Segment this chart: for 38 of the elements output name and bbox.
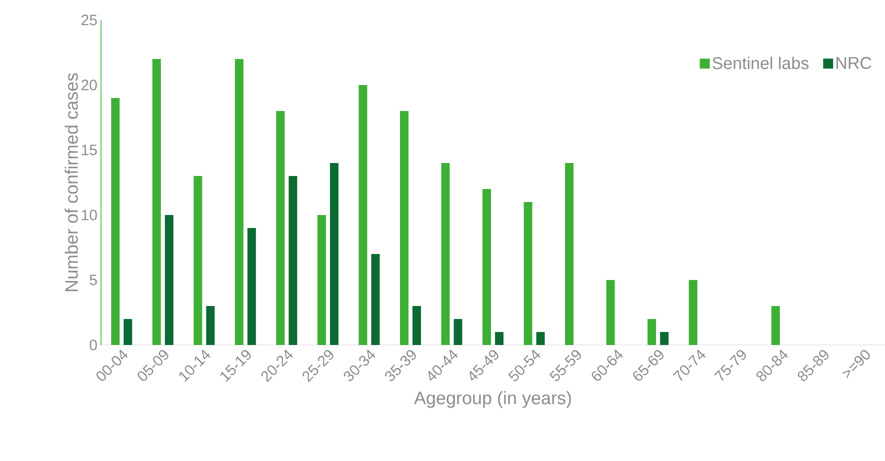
bar bbox=[288, 176, 298, 345]
y-tick-label: 5 bbox=[90, 274, 97, 286]
bar bbox=[358, 85, 368, 345]
bar bbox=[317, 214, 326, 345]
legend-label: NRC bbox=[836, 56, 872, 69]
bar bbox=[495, 332, 504, 345]
legend-label: Sentinel labs bbox=[712, 56, 808, 70]
bar bbox=[124, 319, 132, 345]
bar bbox=[152, 59, 161, 345]
y-axis-title: Number of confirmed cases bbox=[64, 73, 78, 292]
bar bbox=[536, 332, 545, 345]
bar bbox=[330, 163, 338, 345]
bar bbox=[482, 189, 492, 345]
bar bbox=[454, 319, 462, 345]
y-tick-label: 15 bbox=[82, 144, 97, 156]
bar bbox=[648, 319, 656, 345]
y-tick-label: 0 bbox=[90, 340, 97, 350]
bar bbox=[234, 59, 244, 345]
bar bbox=[565, 163, 574, 345]
bar bbox=[660, 332, 669, 345]
bar bbox=[688, 280, 698, 345]
bar bbox=[371, 254, 380, 345]
bar bbox=[194, 176, 202, 345]
bar bbox=[276, 111, 285, 345]
bar bbox=[771, 306, 780, 345]
y-tick-label: 10 bbox=[82, 210, 97, 220]
bar bbox=[400, 111, 408, 345]
y-tick-label: 25 bbox=[82, 14, 97, 26]
bar bbox=[606, 280, 615, 345]
bar bbox=[111, 98, 120, 345]
x-axis-title: Agegroup (in years) bbox=[414, 391, 571, 408]
bar bbox=[441, 163, 450, 345]
bar bbox=[412, 306, 421, 345]
bar bbox=[247, 228, 256, 345]
bar bbox=[206, 306, 215, 345]
bar bbox=[164, 214, 174, 345]
bar bbox=[524, 202, 532, 345]
y-tick-label: 20 bbox=[82, 80, 97, 90]
